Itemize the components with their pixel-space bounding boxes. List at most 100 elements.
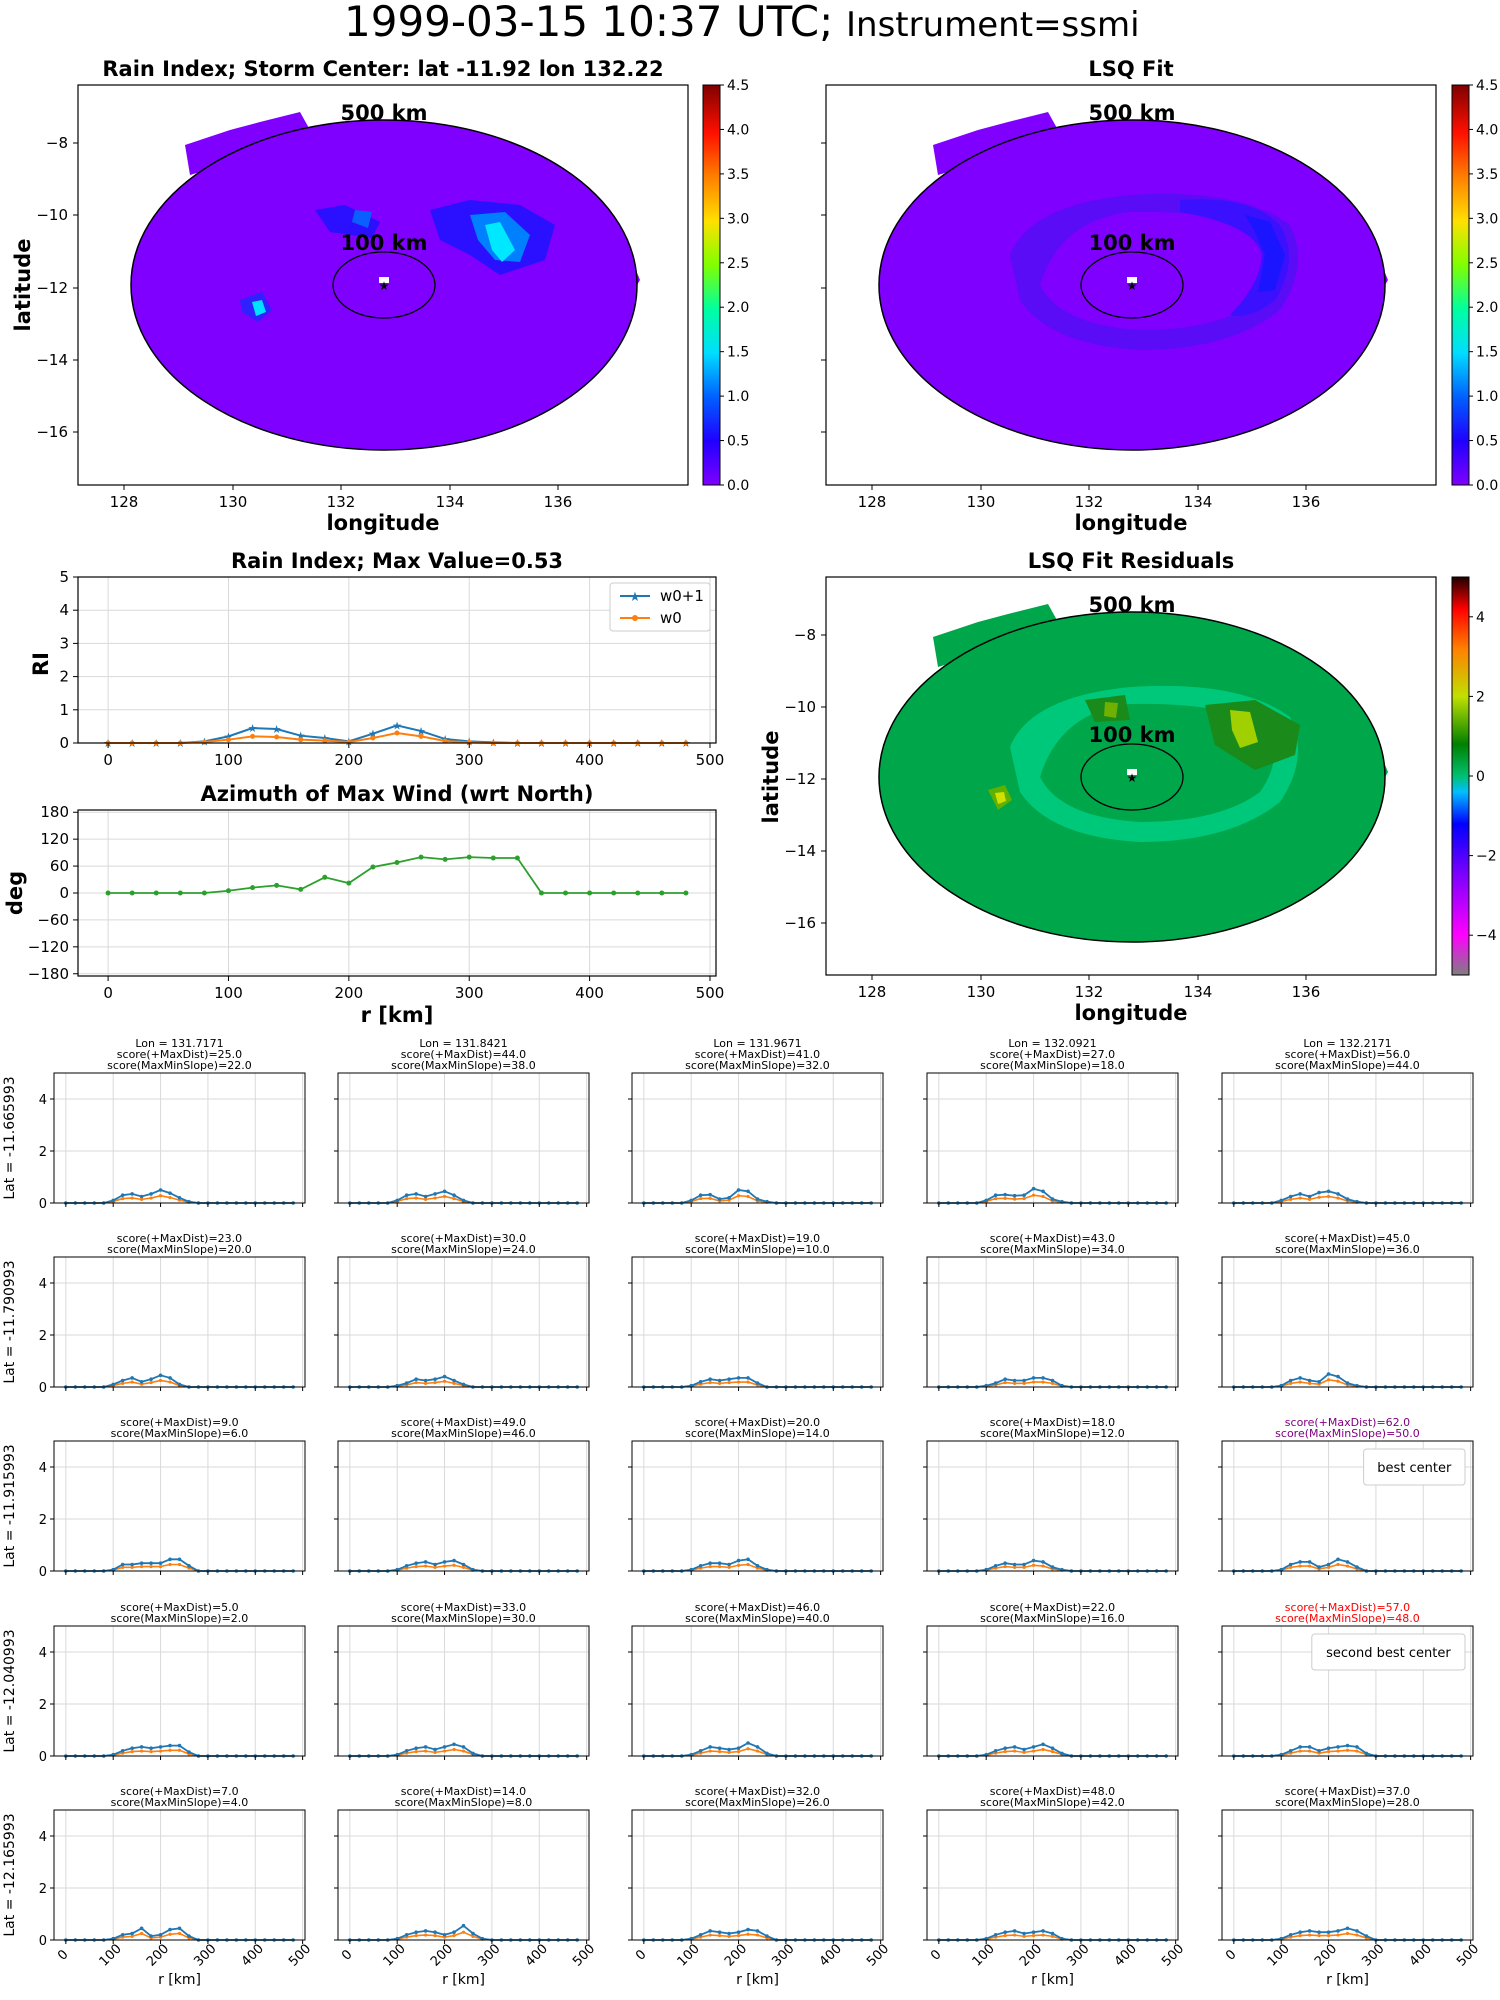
x-tick-label: 100 — [214, 751, 243, 769]
data-point — [1317, 1749, 1321, 1753]
data-point — [1012, 1562, 1017, 1567]
data-point — [187, 1564, 191, 1568]
fit-field — [879, 112, 1388, 450]
subplot-title-line: score(+MaxDist)=56.0 — [1285, 1048, 1410, 1061]
y-tick-label: 2 — [39, 1329, 47, 1344]
data-point — [1317, 1190, 1321, 1195]
y-tick-label: 0 — [39, 1381, 47, 1396]
colorbar-rain: 0.0 0.5 1.0 1.5 2.0 2.5 3.0 3.5 4.0 4.5 — [702, 78, 749, 494]
data-point — [1041, 1189, 1045, 1194]
data-point — [1298, 1376, 1302, 1380]
data-point — [461, 1382, 466, 1387]
data-point — [130, 1934, 134, 1938]
ring-100km — [1080, 251, 1184, 319]
data-point — [1336, 1929, 1340, 1933]
data-point — [177, 1196, 182, 1200]
map-axes-frame — [77, 84, 689, 486]
data-point — [452, 1563, 456, 1567]
data-point — [1364, 1751, 1369, 1756]
data-point — [177, 1926, 182, 1931]
subplot-title-line: score(+MaxDist)=19.0 — [695, 1232, 820, 1245]
axes-frame — [337, 1256, 590, 1388]
data-point — [1050, 1381, 1055, 1385]
subplot-title-line: score(MaxMinSlope)=10.0 — [685, 1243, 830, 1256]
map-title: LSQ Fit — [1088, 57, 1173, 81]
data-point — [1298, 1380, 1302, 1384]
map-ylabel: latitude — [11, 239, 35, 332]
data-point — [130, 1196, 134, 1200]
y-tick-label: 0 — [59, 884, 69, 902]
data-point — [1355, 1749, 1359, 1753]
data-point — [1326, 1378, 1331, 1382]
subplot-r4-c3: 0 100 200 300 400 500 r [km] score(+MaxDist)=48… — [923, 1785, 1187, 1988]
data-point — [1288, 1194, 1293, 1199]
data-point — [1041, 1933, 1045, 1937]
map-xticks: 128 130 132 134 136 — [110, 485, 573, 511]
data-point — [1041, 1564, 1045, 1568]
data-point — [1336, 1562, 1340, 1567]
data-point — [717, 1378, 722, 1383]
data-point — [1013, 1197, 1017, 1201]
subplot-title-line: score(+MaxDist)=20.0 — [695, 1416, 820, 1429]
map-axes-frame — [825, 576, 1437, 976]
data-point — [452, 1378, 456, 1383]
x-tick-label: 0 — [103, 984, 113, 1002]
data-point — [514, 855, 520, 861]
fit-spiral-band-peak — [1245, 215, 1285, 292]
subplot-title-line: score(+MaxDist)=46.0 — [695, 1601, 820, 1614]
subplot-title-line: score(MaxMinSlope)=18.0 — [980, 1059, 1125, 1072]
subplot-title-line: score(+MaxDist)=44.0 — [401, 1048, 526, 1061]
data-point — [1022, 1750, 1026, 1754]
data-point — [433, 1933, 437, 1938]
x-tick-label: 0 — [103, 751, 113, 769]
data-point — [461, 1749, 466, 1753]
data-point — [718, 1564, 722, 1569]
data-point — [1031, 1933, 1036, 1938]
data-point — [1345, 1197, 1350, 1201]
data-point — [120, 1749, 125, 1753]
data-point — [1003, 1930, 1007, 1934]
data-point — [149, 1196, 153, 1200]
center-marker — [379, 277, 389, 283]
data-point — [120, 1378, 125, 1383]
data-point-star: ★ — [296, 730, 306, 743]
data-point — [250, 885, 256, 891]
data-point — [1022, 1193, 1026, 1197]
data-point — [746, 1380, 750, 1384]
data-point — [708, 1561, 712, 1565]
data-point — [414, 1380, 418, 1385]
data-point — [140, 1197, 144, 1201]
data-point — [346, 880, 352, 886]
data-point — [168, 1376, 172, 1380]
map-panel-residuals: LSQ Fit Residuals ★ 500 km 100 km — [759, 549, 1497, 1025]
x-tick-label: 300 — [191, 1941, 219, 1969]
data-point — [708, 1933, 712, 1937]
xtick-label: 132 — [1075, 983, 1104, 1001]
data-point — [177, 1382, 182, 1387]
data-point — [452, 1742, 456, 1747]
data-point — [404, 1564, 409, 1568]
data-point — [153, 890, 159, 896]
data-point — [111, 1382, 115, 1387]
data-point — [158, 1373, 163, 1378]
xtick-label: 136 — [544, 493, 573, 511]
data-point — [1326, 1372, 1331, 1376]
data-point — [1288, 1378, 1293, 1383]
data-point — [442, 1379, 447, 1383]
data-point — [746, 1747, 750, 1751]
data-point — [1345, 1564, 1350, 1568]
map-title: Rain Index; Storm Center: lat -11.92 lon… — [102, 57, 663, 81]
data-point — [718, 1749, 722, 1754]
rain-cell-east-peak — [485, 222, 515, 262]
data-point — [168, 1562, 172, 1567]
data-point — [140, 1564, 144, 1569]
data-point — [274, 882, 280, 888]
data-point — [442, 1560, 447, 1564]
data-point — [736, 1749, 741, 1754]
data-point — [659, 890, 665, 896]
x-tick-label: 500 — [570, 1941, 598, 1969]
map-axes-frame — [825, 84, 1437, 486]
x-tick-label: 400 — [575, 751, 604, 769]
residual-disk — [879, 612, 1385, 942]
data-point — [130, 1565, 134, 1569]
